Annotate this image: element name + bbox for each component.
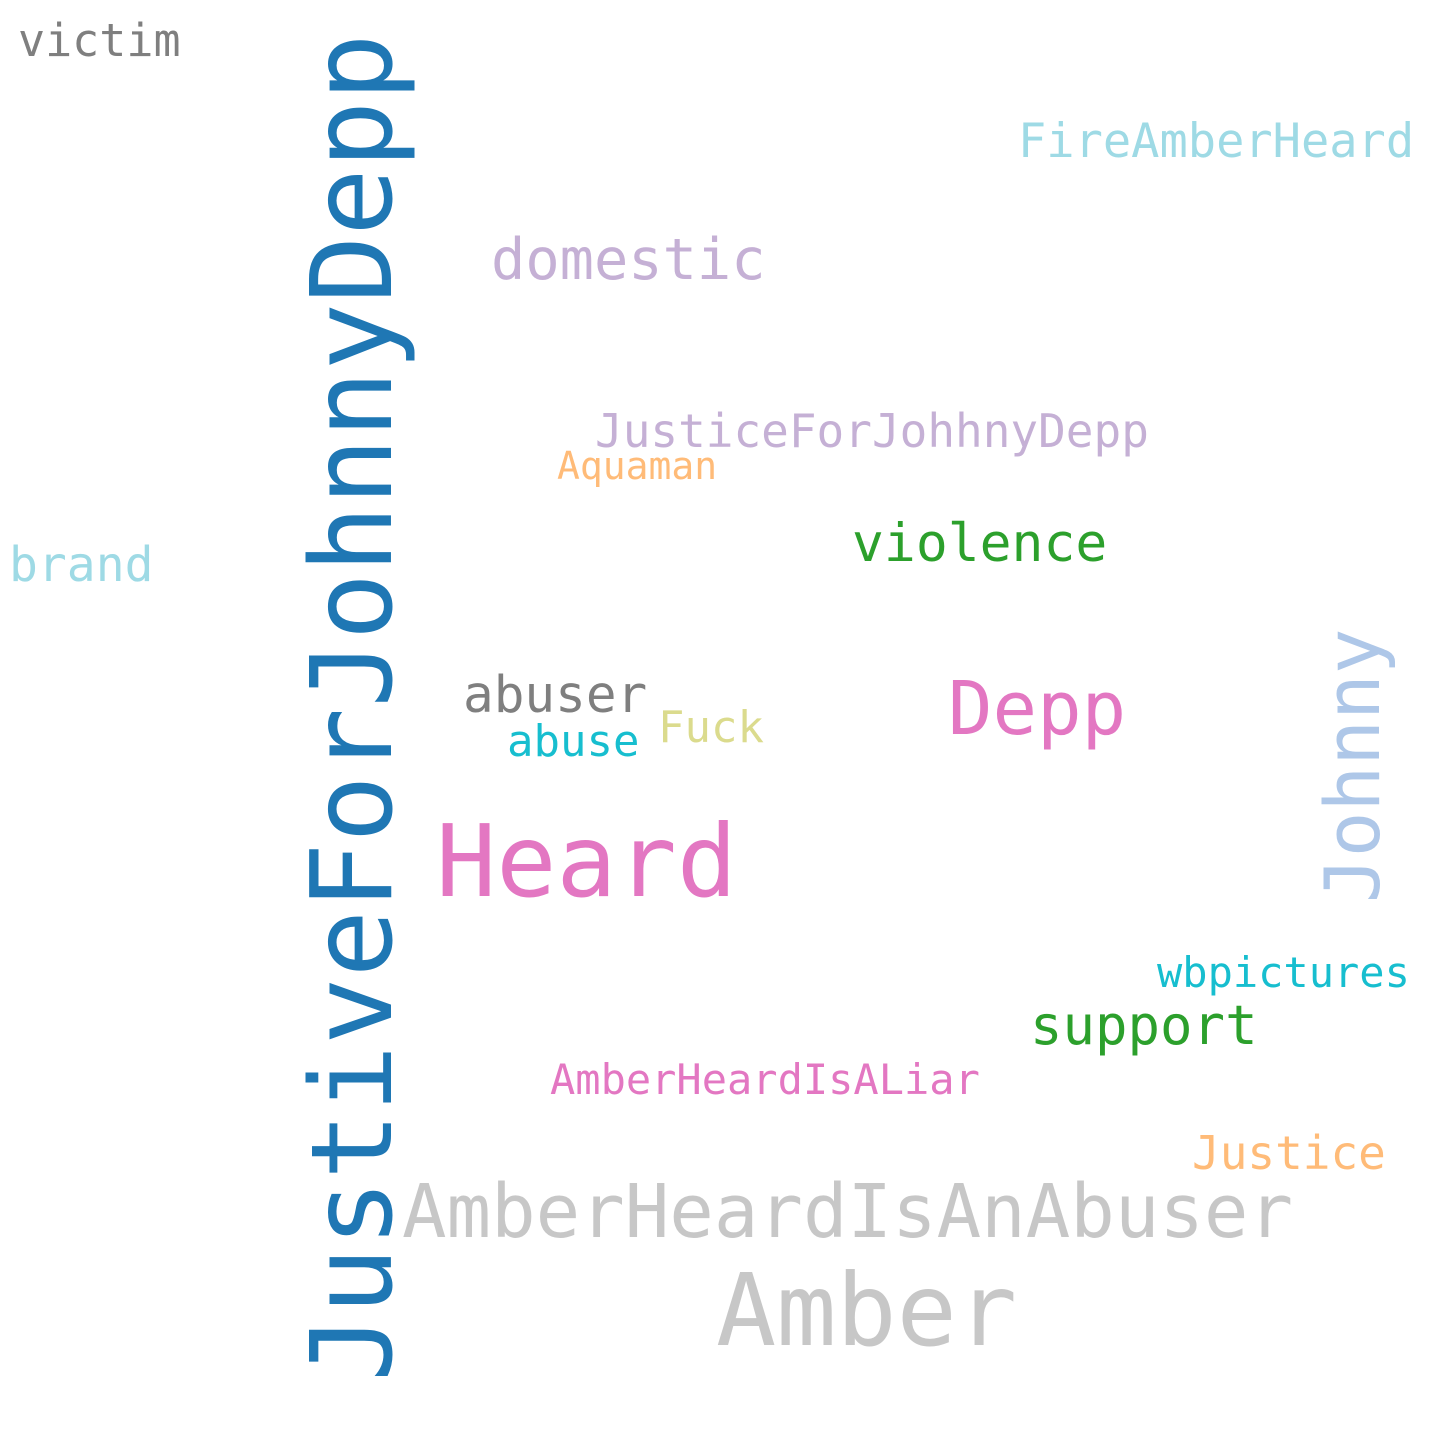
word-domestic: domestic [491, 227, 766, 293]
word-brand: brand [9, 537, 154, 593]
word-justice: Justice [1192, 1126, 1386, 1180]
word-violence: violence [852, 513, 1108, 574]
word-amber: Amber [716, 1252, 1018, 1369]
word-victim: victim [18, 14, 181, 67]
word-fireamberheard: FireAmberHeard [1018, 114, 1415, 169]
word-justiceforjohnnydepp: JustiveForJohnnyDepp [288, 33, 418, 1382]
word-amberheardisaliar: AmberHeardIsALiar [550, 1055, 980, 1104]
word-abuser: abuser [463, 666, 648, 725]
word-amberheardisanabuser: AmberHeardIsAnAbuser [402, 1169, 1294, 1255]
word-johnny: Johnny [1308, 628, 1397, 903]
word-depp: Depp [948, 666, 1127, 752]
word-fuck: Fuck [658, 702, 764, 753]
word-support: support [1030, 994, 1258, 1057]
word-justiceforjohhnydepp: JusticeForJohhnyDepp [595, 404, 1149, 458]
word-heard: Heard [436, 803, 738, 920]
word-wbpictures: wbpictures [1157, 948, 1410, 997]
word-aquaman: Aquaman [557, 444, 718, 488]
word-abuse: abuse [507, 716, 640, 767]
